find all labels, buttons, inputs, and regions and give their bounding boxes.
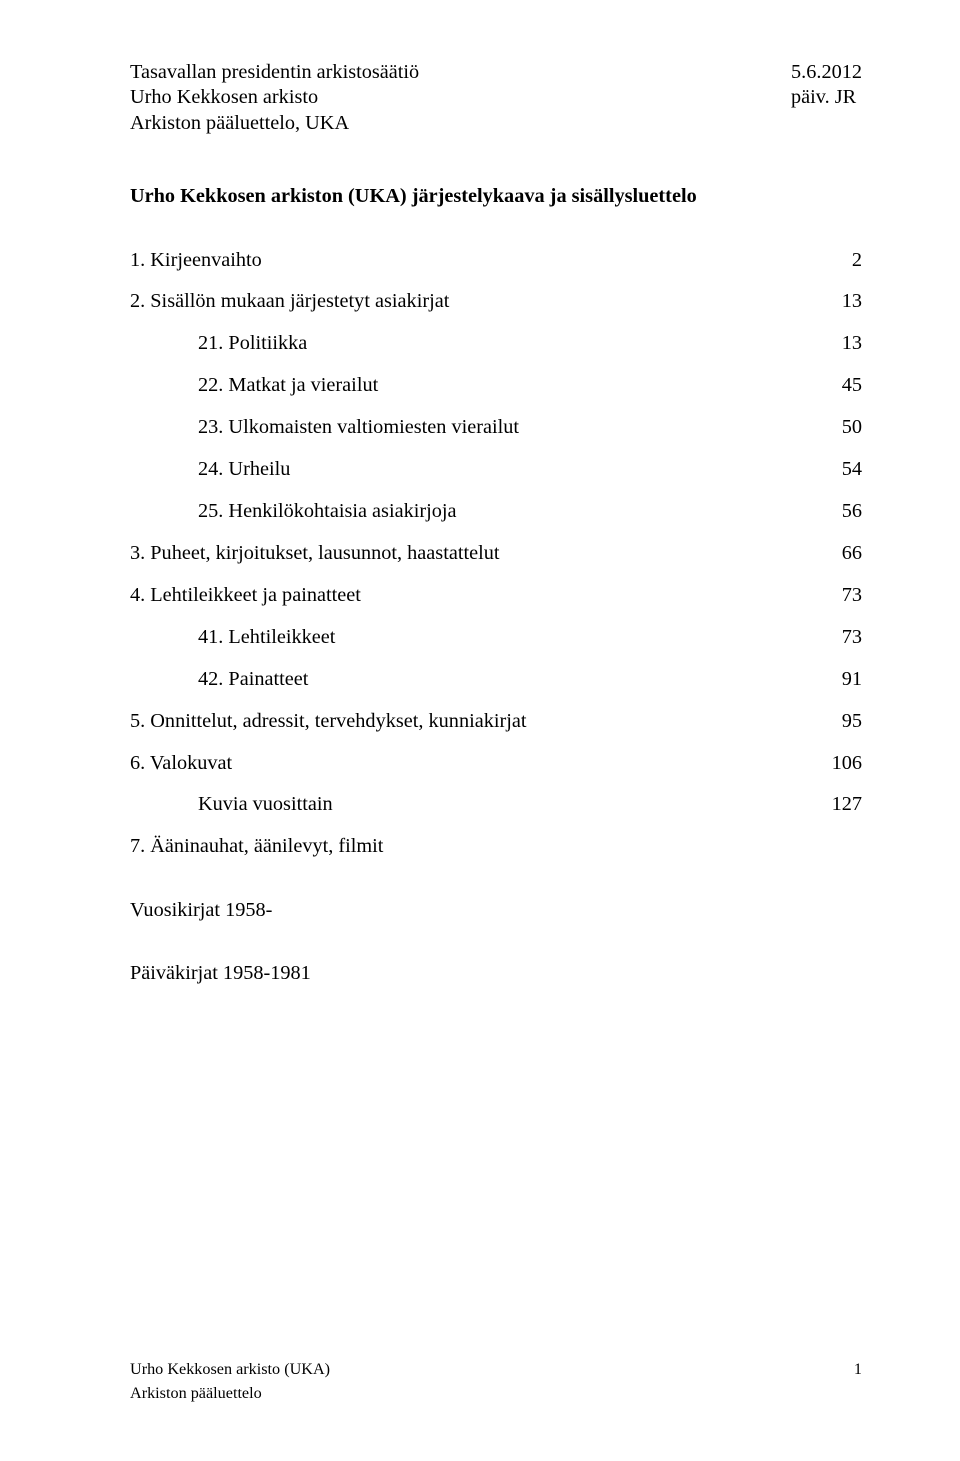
toc-page: 2 <box>852 246 862 275</box>
header-rev: päiv. JR <box>791 85 862 110</box>
footer-left-2: Arkiston pääluettelo <box>130 1382 862 1405</box>
footer: Urho Kekkosen arkisto (UKA) 1 Arkiston p… <box>130 1358 862 1405</box>
toc-label: 22. Matkat ja vierailut <box>198 371 378 400</box>
toc-label: 4. Lehtileikkeet ja painatteet <box>130 581 361 610</box>
toc-page: 73 <box>842 581 862 610</box>
table-of-contents: 1. Kirjeenvaihto 2 2. Sisällön mukaan järj… <box>130 246 862 862</box>
toc-label: 3. Puheet, kirjoitukset, lausunnot, haas… <box>130 539 500 568</box>
toc-label: 6. Valokuvat <box>130 749 232 778</box>
toc-page: 73 <box>842 623 862 652</box>
toc-label: 21. Politiikka <box>198 329 307 358</box>
toc-row: 7. Ääninauhat, äänilevyt, filmit <box>130 832 862 861</box>
toc-row: 24. Urheilu 54 <box>130 455 862 484</box>
header-catalog: Arkiston pääluettelo, UKA <box>130 111 419 136</box>
toc-row: 41. Lehtileikkeet 73 <box>130 623 862 652</box>
toc-page: 95 <box>842 707 862 736</box>
toc-row: 5. Onnittelut, adressit, tervehdykset, k… <box>130 707 862 736</box>
toc-page: 50 <box>842 413 862 442</box>
toc-page: 127 <box>832 790 862 819</box>
header-left: Tasavallan presidentin arkistosäätiö Urh… <box>130 60 419 136</box>
toc-label: 42. Painatteet <box>198 665 308 694</box>
page-title: Urho Kekkosen arkiston (UKA) järjestelyk… <box>130 182 862 211</box>
footer-left-1: Urho Kekkosen arkisto (UKA) <box>130 1358 330 1381</box>
toc-label: 41. Lehtileikkeet <box>198 623 335 652</box>
header-right: 5.6.2012 päiv. JR <box>791 60 862 136</box>
toc-row: 3. Puheet, kirjoitukset, lausunnot, haas… <box>130 539 862 568</box>
toc-page: 13 <box>842 329 862 358</box>
toc-label: 1. Kirjeenvaihto <box>130 246 262 275</box>
toc-label: 25. Henkilökohtaisia asiakirjoja <box>198 497 457 526</box>
header-date: 5.6.2012 <box>791 60 862 85</box>
toc-label: Kuvia vuosittain <box>198 790 333 819</box>
toc-row: 22. Matkat ja vierailut 45 <box>130 371 862 400</box>
toc-row: 42. Painatteet 91 <box>130 665 862 694</box>
toc-page: 91 <box>842 665 862 694</box>
toc-page: 56 <box>842 497 862 526</box>
toc-row: Kuvia vuosittain 127 <box>130 790 862 819</box>
extra-line-1: Vuosikirjat 1958- <box>130 896 862 925</box>
toc-row: 6. Valokuvat 106 <box>130 749 862 778</box>
toc-label: 5. Onnittelut, adressit, tervehdykset, k… <box>130 707 527 736</box>
header: Tasavallan presidentin arkistosäätiö Urh… <box>130 60 862 136</box>
toc-row: 25. Henkilökohtaisia asiakirjoja 56 <box>130 497 862 526</box>
toc-label: 23. Ulkomaisten valtiomiesten vierailut <box>198 413 519 442</box>
toc-page: 54 <box>842 455 862 484</box>
page: Tasavallan presidentin arkistosäätiö Urh… <box>0 0 960 1461</box>
header-archive: Urho Kekkosen arkisto <box>130 85 419 110</box>
header-org: Tasavallan presidentin arkistosäätiö <box>130 60 419 85</box>
toc-row: 2. Sisällön mukaan järjestetyt asiakirja… <box>130 287 862 316</box>
toc-page: 45 <box>842 371 862 400</box>
toc-page: 106 <box>832 749 862 778</box>
extra-line-2: Päiväkirjat 1958-1981 <box>130 959 862 988</box>
toc-row: 4. Lehtileikkeet ja painatteet 73 <box>130 581 862 610</box>
toc-row: 23. Ulkomaisten valtiomiesten vierailut 5… <box>130 413 862 442</box>
toc-page: 66 <box>842 539 862 568</box>
toc-label: 2. Sisällön mukaan järjestetyt asiakirja… <box>130 287 449 316</box>
footer-page-number: 1 <box>854 1358 862 1381</box>
toc-page: 13 <box>842 287 862 316</box>
toc-row: 1. Kirjeenvaihto 2 <box>130 246 862 275</box>
toc-label: 24. Urheilu <box>198 455 290 484</box>
toc-label: 7. Ääninauhat, äänilevyt, filmit <box>130 832 383 861</box>
toc-row: 21. Politiikka 13 <box>130 329 862 358</box>
